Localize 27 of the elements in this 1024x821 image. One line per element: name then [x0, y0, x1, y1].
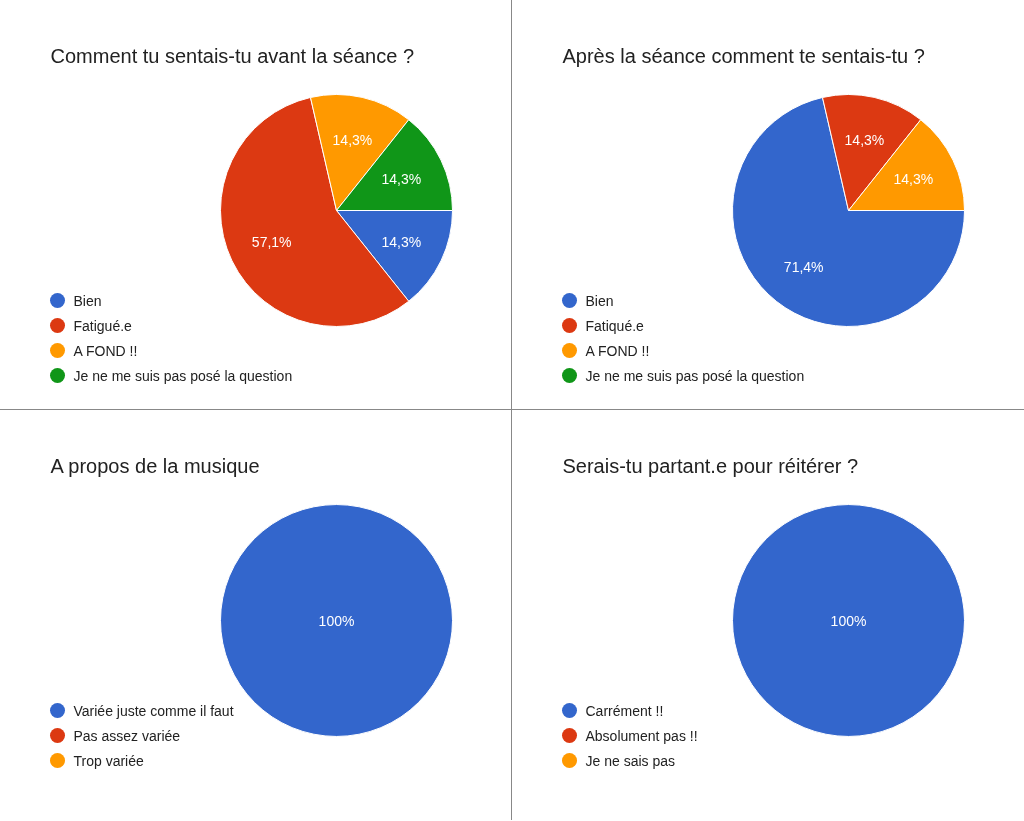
legend-label: Je ne sais pas	[585, 752, 675, 769]
data-label: 100%	[830, 612, 867, 629]
data-label: 14,3%	[381, 233, 422, 250]
chart-title: Après la séance comment te sentais-tu ?	[562, 44, 925, 67]
data-label: 14,3%	[332, 132, 373, 149]
legend-label: A FOND !!	[585, 342, 650, 359]
legend-label: Je ne me suis pas posé la question	[73, 367, 293, 384]
legend-label: Absolument pas !!	[585, 727, 698, 744]
chart-title: Serais-tu partant.e pour réitérer ?	[562, 454, 859, 477]
data-label: 14,3%	[893, 171, 934, 188]
legend-label: Fatiqué.e	[585, 317, 645, 334]
legend-label: Fatigué.e	[73, 317, 133, 334]
legend-label: Variée juste comme il faut	[73, 702, 234, 719]
legend-label: Bien	[73, 292, 102, 309]
legend-label: Trop variée	[73, 752, 144, 769]
data-label: 14,3%	[844, 132, 885, 149]
data-label: 57,1%	[251, 233, 292, 250]
data-label: 71,4%	[783, 258, 824, 275]
chart-title: Comment tu sentais-tu avant la séance ?	[50, 44, 415, 67]
legend-label: A FOND !!	[73, 342, 138, 359]
legend-label: Bien	[585, 292, 614, 309]
chart-title: A propos de la musique	[50, 454, 260, 477]
data-label: 14,3%	[381, 171, 422, 188]
legend-label: Pas assez variée	[73, 727, 181, 744]
data-label: 100%	[318, 612, 355, 629]
legend-label: Je ne me suis pas posé la question	[585, 367, 805, 384]
legend-label: Carrément !!	[585, 702, 664, 719]
